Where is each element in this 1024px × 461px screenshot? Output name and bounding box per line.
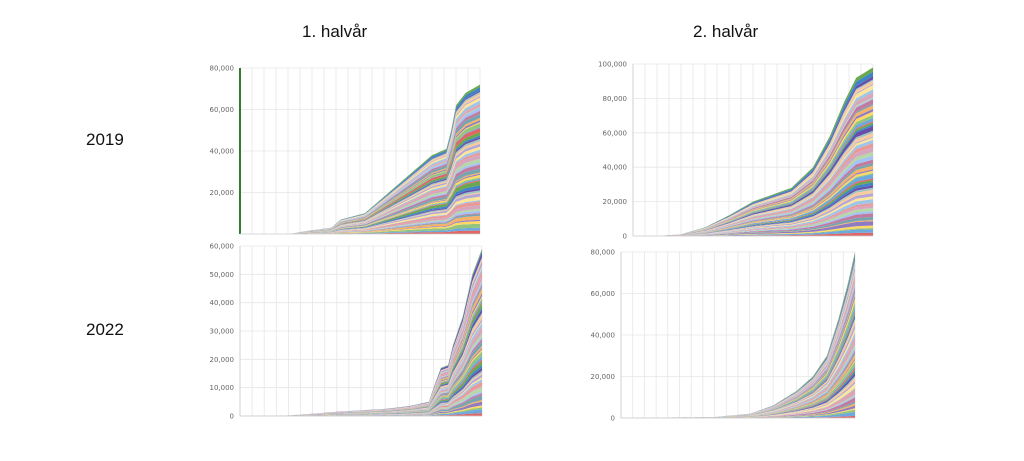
area-series [633,143,873,236]
area-series [240,219,480,234]
area-series [240,214,480,234]
area-series [633,213,873,236]
area-series [240,210,480,234]
area-series [633,71,873,236]
area-series [633,67,873,236]
area-series [633,178,873,236]
area-series [633,147,873,236]
y-tick-label: 20,000 [210,356,235,364]
area-series [633,169,873,236]
area-series [633,84,873,236]
area-series [633,187,873,236]
y-tick-label: 80,000 [603,95,628,103]
area-series [633,93,873,236]
area-series [633,211,873,236]
area-series [240,227,480,234]
y-tick-label: 100,000 [598,61,627,69]
area-series [633,117,873,236]
y-tick-label: 30,000 [210,328,235,336]
area-series [240,215,480,234]
area-series [240,223,480,234]
y-tick-label: 80,000 [210,65,235,73]
area-series [633,199,873,236]
y-tick-label: 20,000 [210,189,235,197]
row-label-2022: 2022 [86,320,124,339]
chart-2022-h2: 0 20,000 40,000 60,000 80,000 [591,249,856,423]
chart-2019-h1: 20,000 40,000 60,000 80,000 [210,65,481,235]
area-series [240,205,480,234]
y-tick-label: 60,000 [603,129,628,137]
area-series [633,203,873,236]
area-series [633,228,873,236]
y-tick-label: 60,000 [591,290,616,298]
area-series [240,193,480,234]
area-series [633,99,873,237]
column-label-h1: 1. halvår [302,22,368,41]
y-tick-label: 20,000 [603,198,628,206]
area-series [240,164,480,234]
y-tick-label: 20,000 [591,373,616,381]
area-series [240,201,480,234]
area-series [633,193,873,236]
y-tick-label: 40,000 [603,164,628,172]
y-tick-label: 10,000 [210,384,235,392]
area-series [240,168,480,234]
area-series [633,165,873,236]
area-series [633,125,873,236]
area-series [240,208,480,234]
y-tick-label: 0 [230,413,234,421]
area-series [240,196,480,234]
area-series [633,182,873,236]
y-tick-label: 50,000 [210,271,235,279]
area-series [633,189,873,236]
area-series [633,220,873,236]
y-tick-label: 0 [623,233,627,241]
area-series [240,181,480,234]
area-series [633,130,873,236]
area-series [240,221,480,234]
y-tick-label: 40,000 [591,332,616,340]
area-series [633,225,873,236]
y-tick-label: 40,000 [210,148,235,156]
column-label-h2: 2. halvår [693,22,759,41]
area-series [633,216,873,236]
area-series [633,205,873,236]
area-series [633,163,873,236]
area-series [633,89,873,236]
area-series [633,221,873,236]
area-series [633,114,873,236]
chart-2019-h2: 0 20,000 40,000 60,000 80,000 100,000 [598,61,874,241]
area-layers [633,67,873,237]
chart-2022-h1: 0 10,000 20,000 30,000 40,000 50,000 60,000 [210,243,483,421]
area-series [633,108,873,236]
area-series [633,139,873,236]
y-tick-label: 60,000 [210,106,235,114]
area-series [633,179,873,236]
area-series [633,137,873,236]
row-label-2019: 2019 [86,130,124,149]
y-tick-label: 40,000 [210,299,235,307]
y-tick-label: 0 [611,415,615,423]
area-series [633,151,873,236]
area-series [633,185,873,236]
area-series [633,232,873,236]
grid [239,245,483,417]
area-series [633,174,873,236]
y-tick-label: 80,000 [591,249,616,257]
area-series [633,196,873,236]
area-series [240,185,480,234]
area-layers [240,84,480,235]
area-series [633,132,873,236]
area-series [633,207,873,236]
area-series [633,105,873,236]
area-series [633,111,873,236]
area-series [240,230,480,234]
area-series [633,170,873,236]
y-tick-label: 60,000 [210,243,235,251]
area-series [633,155,873,236]
area-series [633,229,873,236]
area-series [633,159,873,236]
